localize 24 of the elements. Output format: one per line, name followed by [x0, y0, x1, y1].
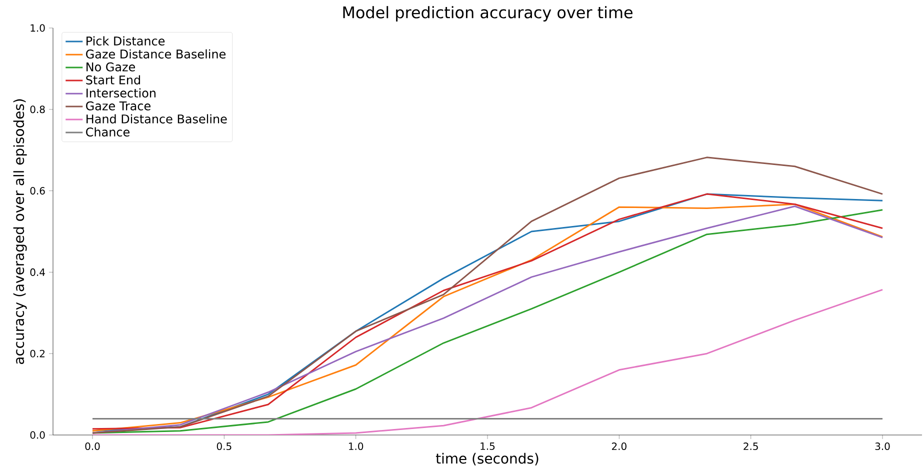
x-tick-label: 1.0: [349, 442, 364, 450]
x-tick-label: 0.5: [216, 442, 232, 450]
legend-label: Intersection: [86, 88, 156, 98]
x-tick-label: 2.0: [612, 442, 626, 450]
legend-label: Hand Distance Baseline: [86, 114, 227, 124]
legend-label: Start End: [86, 75, 140, 84]
y-tick-label: 0.6: [30, 187, 45, 195]
y-tick-label: 1.0: [30, 24, 45, 32]
legend-label: Gaze Distance Baseline: [86, 49, 226, 59]
y-tick-label: 0.2: [30, 350, 44, 358]
y-tick-label: 0.4: [30, 268, 45, 276]
x-tick-label: 2.5: [744, 442, 758, 450]
x-tick-label: 3.0: [875, 442, 890, 450]
legend-label: Pick Distance: [86, 36, 165, 46]
legend-label: No Gaze: [86, 62, 136, 72]
legend-label: Chance: [86, 127, 130, 137]
x-tick-label: 1.5: [480, 442, 495, 450]
y-tick-label: 0.0: [30, 431, 45, 439]
x-axis-title: time (seconds): [436, 452, 538, 466]
y-tick-label: 0.8: [30, 106, 45, 114]
legend-label: Gaze Trace: [86, 101, 150, 110]
chart-title: Model prediction accuracy over time: [343, 6, 632, 22]
y-axis-title: accuracy (averaged over all episodes): [13, 99, 27, 364]
x-tick-label: 0.0: [85, 442, 100, 450]
